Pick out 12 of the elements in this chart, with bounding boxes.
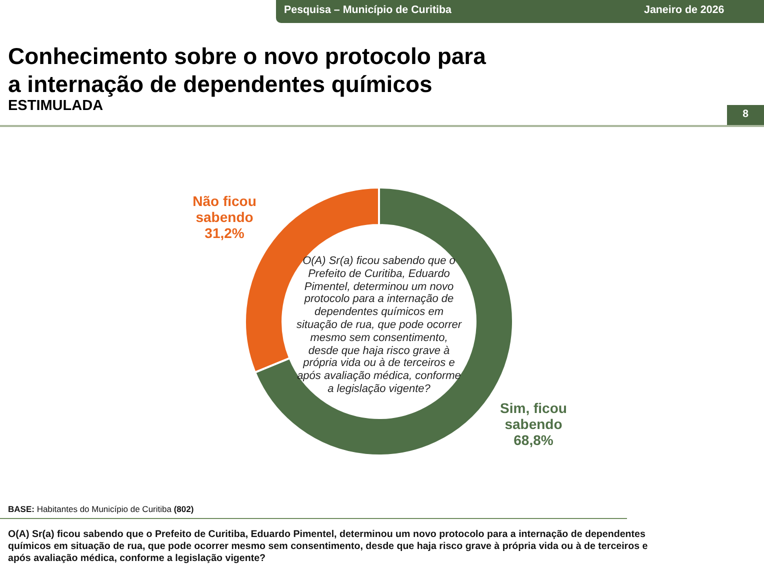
text: O(A) Sr(a) ficou sabendo que o Prefeito de Curitiba, Eduardo Pimentel, determinou um novo protocolo para a internação de dependentes químicos em situação de rua, que pode ocorrer mesmo sem consentimento, desde que haja risco grave à própria vida ou à de terceiros e após avaliação médica, conforme a legislação vigente?	[296, 255, 462, 395]
data-label: 68,8%	[514, 432, 554, 448]
chart-title: Conhecimento sobre o novo protocolo para a internação de dependentes químicos	[8, 42, 487, 98]
text: Janeiro de 2026	[644, 4, 724, 16]
text: Pesquisa – Município de Curitiba	[284, 4, 452, 16]
text: O(A) Sr(a) ficou sabendo que o Prefeito de Curitiba, Eduardo Pimentel, determinou um novo protocolo para a internação de dependentes químicos em situação de rua, que pode ocorrer mesmo sem consentimento, desde que haja risco grave à própria vida ou à de terceiros e após avaliação médica, conforme a legislação vigente?	[8, 529, 649, 565]
data-label: 31,2%	[204, 224, 245, 241]
text: 8	[742, 108, 750, 120]
slice-label: Não ficou sabendo	[192, 192, 256, 225]
text: BASE: Habitantes do Município de Curitiba (802)	[8, 504, 194, 514]
text: ESTIMULADA	[8, 98, 104, 114]
slice-label: Sim, ficou sabendo	[500, 400, 567, 432]
